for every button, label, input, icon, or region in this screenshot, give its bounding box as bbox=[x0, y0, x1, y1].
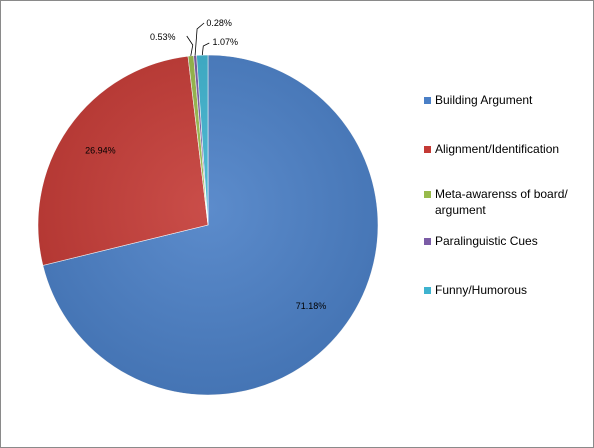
leader-line-meta-awareness bbox=[186, 35, 194, 56]
leader-line-funny-humorous bbox=[201, 42, 210, 56]
legend-item-meta-awareness: Meta-awarenss of board/ argument bbox=[424, 186, 592, 233]
data-label-paralinguistic-cues: 0.28% bbox=[206, 18, 232, 28]
legend-swatch-alignment-identification bbox=[424, 146, 431, 153]
data-label-alignment-identification: 26.94% bbox=[85, 145, 116, 155]
legend-label-alignment-identification: Alignment/Identification bbox=[435, 142, 560, 156]
legend-swatch-meta-awareness bbox=[424, 191, 431, 198]
legend: Building Argument Alignment/Identificati… bbox=[424, 92, 592, 302]
legend-label-paralinguistic-cues: Paralinguistic Cues bbox=[435, 234, 538, 248]
data-label-funny-humorous: 1.07% bbox=[213, 37, 239, 47]
leader-line-paralinguistic-cues bbox=[194, 22, 205, 56]
legend-swatch-building-argument bbox=[424, 97, 431, 104]
legend-item-building-argument: Building Argument bbox=[424, 92, 592, 141]
legend-label-building-argument: Building Argument bbox=[435, 93, 533, 107]
slice-labels: 71.18% 26.94% 0.53% 0.28% 1.07% bbox=[85, 18, 326, 311]
legend-swatch-funny-humorous bbox=[424, 287, 431, 294]
leader-lines bbox=[186, 22, 210, 56]
legend-label-meta-awareness: Meta-awarenss of board/ argument bbox=[435, 187, 568, 217]
pie-slices bbox=[37, 54, 379, 396]
legend-item-funny-humorous: Funny/Humorous bbox=[424, 282, 592, 302]
legend-item-alignment-identification: Alignment/Identification bbox=[424, 141, 592, 186]
legend-item-paralinguistic-cues: Paralinguistic Cues bbox=[424, 233, 592, 282]
pie-shading bbox=[38, 55, 378, 395]
legend-label-funny-humorous: Funny/Humorous bbox=[435, 283, 528, 297]
legend-swatch-paralinguistic-cues bbox=[424, 238, 431, 245]
data-label-meta-awarenss-of-board-argument: 0.53% bbox=[150, 32, 176, 42]
data-label-building-argument: 71.18% bbox=[296, 301, 327, 311]
